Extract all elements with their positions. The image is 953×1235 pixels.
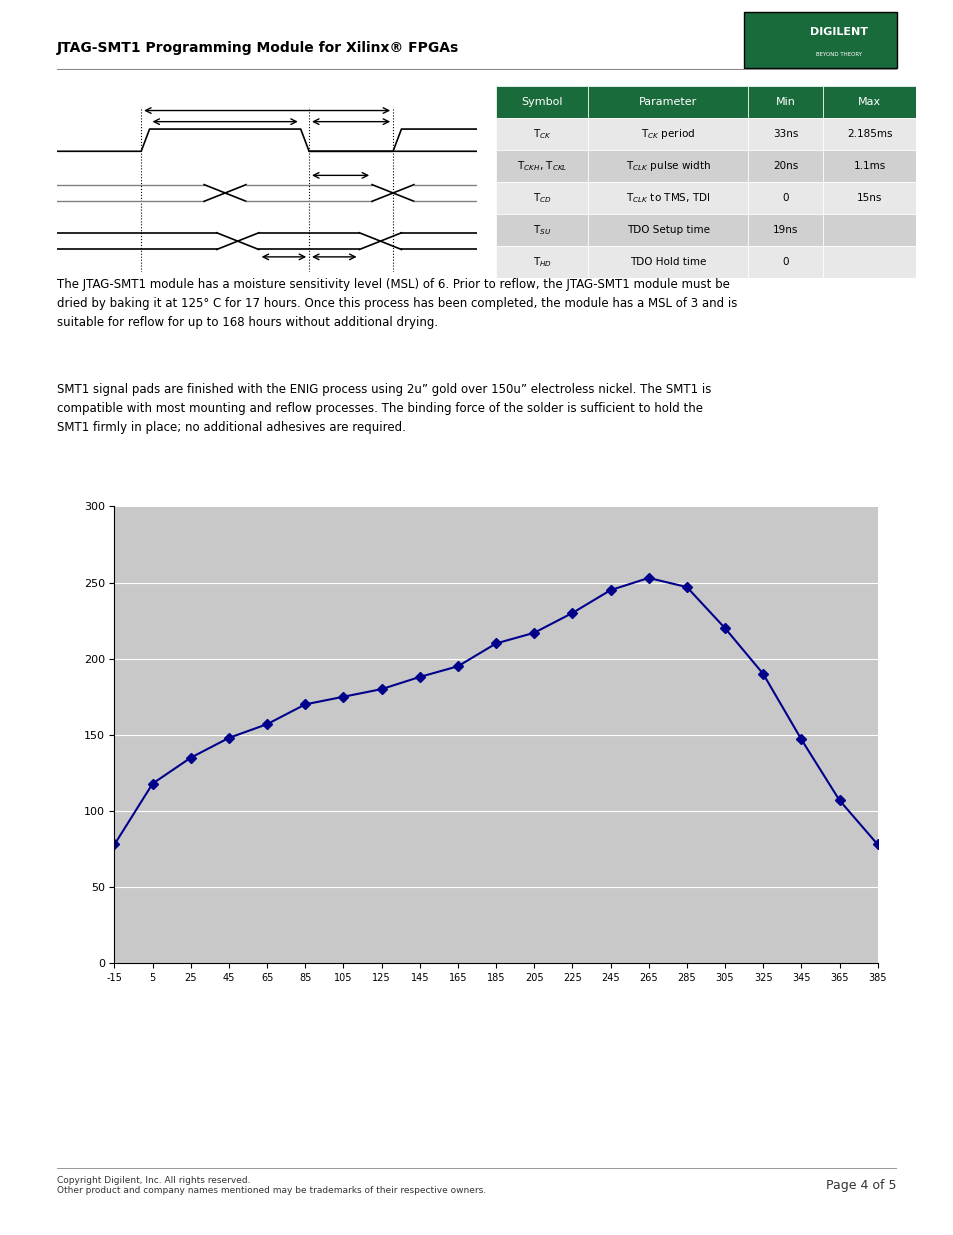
Bar [822,246,915,278]
Bar [588,86,747,119]
Text: T$_{SU}$: T$_{SU}$ [533,224,551,237]
Text: Min: Min [775,98,795,107]
Bar [588,246,747,278]
Bar [496,86,588,119]
Bar [588,119,747,151]
Bar [822,214,915,246]
Text: 2.185ms: 2.185ms [846,130,891,140]
Bar [822,86,915,119]
Text: 20ns: 20ns [772,162,798,172]
Text: Page 4 of 5: Page 4 of 5 [825,1179,896,1192]
Bar [822,119,915,151]
Text: T$_{CLK}$ pulse width: T$_{CLK}$ pulse width [625,159,710,173]
Bar [822,151,915,182]
Text: Copyright Digilent, Inc. All rights reserved.
Other product and company names me: Copyright Digilent, Inc. All rights rese… [57,1176,486,1195]
Text: T$_{HD}$: T$_{HD}$ [532,254,551,269]
Bar [496,183,588,214]
Text: 0: 0 [781,257,788,267]
Text: Parameter: Parameter [639,98,697,107]
Text: 1.1ms: 1.1ms [853,162,885,172]
Bar [496,246,588,278]
Bar [747,214,822,246]
Text: 15ns: 15ns [856,193,882,203]
Text: T$_{CK}$: T$_{CK}$ [533,127,551,141]
Bar [588,214,747,246]
Bar [588,151,747,182]
Bar [747,86,822,119]
Bar [747,183,822,214]
Bar [588,183,747,214]
Bar [496,151,588,182]
Bar [747,151,822,182]
FancyBboxPatch shape [743,12,896,68]
Bar [747,246,822,278]
Text: Symbol: Symbol [521,98,562,107]
Text: TDO Hold time: TDO Hold time [629,257,705,267]
Text: TDO Setup time: TDO Setup time [626,225,709,235]
Text: JTAG-SMT1 Programming Module for Xilinx® FPGAs: JTAG-SMT1 Programming Module for Xilinx®… [57,41,459,56]
Text: The JTAG-SMT1 module has a moisture sensitivity level (MSL) of 6. Prior to reflo: The JTAG-SMT1 module has a moisture sens… [57,278,737,329]
Text: 33ns: 33ns [772,130,798,140]
Text: T$_{CK}$ period: T$_{CK}$ period [640,127,695,141]
Text: Max: Max [857,98,881,107]
Text: 0: 0 [781,193,788,203]
Bar [747,119,822,151]
Bar [496,214,588,246]
Text: SMT1 signal pads are finished with the ENIG process using 2u” gold over 150u” el: SMT1 signal pads are finished with the E… [57,383,711,435]
Text: 19ns: 19ns [772,225,798,235]
Bar [496,119,588,151]
Bar [822,183,915,214]
Text: T$_{CKH}$, T$_{CKL}$: T$_{CKH}$, T$_{CKL}$ [517,159,567,173]
Text: T$_{CLK}$ to TMS, TDI: T$_{CLK}$ to TMS, TDI [625,191,710,205]
Text: DIGILENT: DIGILENT [809,27,867,37]
Text: T$_{CD}$: T$_{CD}$ [533,191,551,205]
Text: BEYOND THEORY: BEYOND THEORY [815,52,861,57]
